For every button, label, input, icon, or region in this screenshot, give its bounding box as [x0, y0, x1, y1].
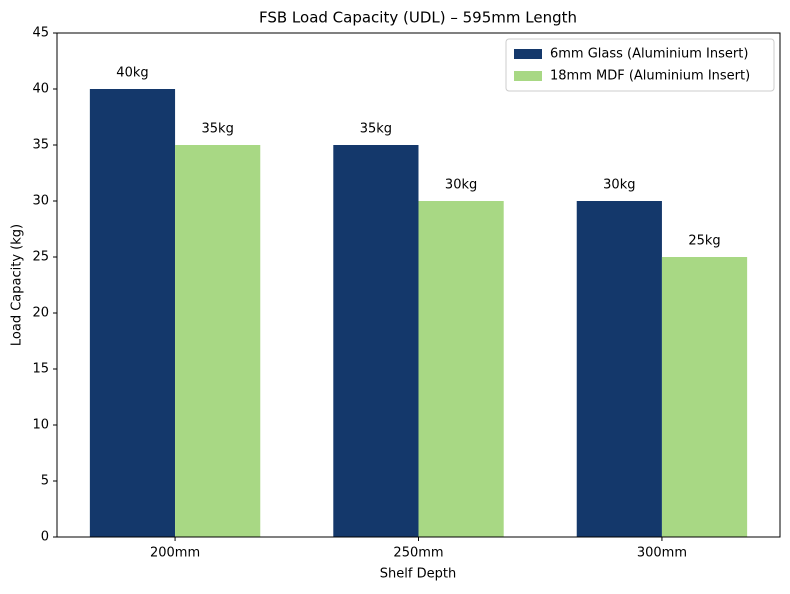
legend-swatch	[514, 71, 542, 81]
bar	[418, 201, 504, 537]
x-tick-label: 300mm	[637, 546, 687, 561]
value-label: 40kg	[116, 66, 148, 81]
bar	[333, 145, 419, 537]
bar	[175, 145, 261, 537]
legend-swatch	[514, 49, 542, 59]
value-label: 30kg	[603, 178, 635, 193]
y-tick-label: 0	[41, 530, 49, 545]
y-tick-label: 20	[32, 306, 49, 321]
legend-box	[505, 38, 775, 92]
y-tick-label: 45	[32, 26, 49, 41]
value-label: 25kg	[688, 234, 720, 249]
value-label: 35kg	[360, 122, 392, 137]
legend-label: 6mm Glass (Aluminium Insert)	[550, 47, 748, 62]
bar	[661, 257, 748, 537]
y-tick-label: 30	[32, 194, 49, 209]
y-tick-label: 15	[32, 362, 49, 377]
x-tick-label: 250mm	[393, 546, 443, 561]
chart-title: FSB Load Capacity (UDL) – 595mm Length	[259, 9, 577, 27]
plot-frame	[56, 32, 781, 538]
value-label: 30kg	[445, 178, 477, 193]
y-tick-label: 35	[32, 138, 49, 153]
bar	[576, 201, 662, 537]
y-axis-label: Load Capacity (kg)	[10, 224, 25, 346]
bar	[89, 89, 176, 537]
legend-label: 18mm MDF (Aluminium Insert)	[550, 69, 750, 84]
y-tick-label: 40	[32, 82, 49, 97]
value-label: 35kg	[202, 122, 234, 137]
y-tick-label: 25	[32, 250, 49, 265]
x-tick-label: 200mm	[150, 546, 200, 561]
y-tick-label: 10	[32, 418, 49, 433]
y-tick-label: 5	[41, 474, 49, 489]
x-axis-label: Shelf Depth	[380, 567, 456, 582]
